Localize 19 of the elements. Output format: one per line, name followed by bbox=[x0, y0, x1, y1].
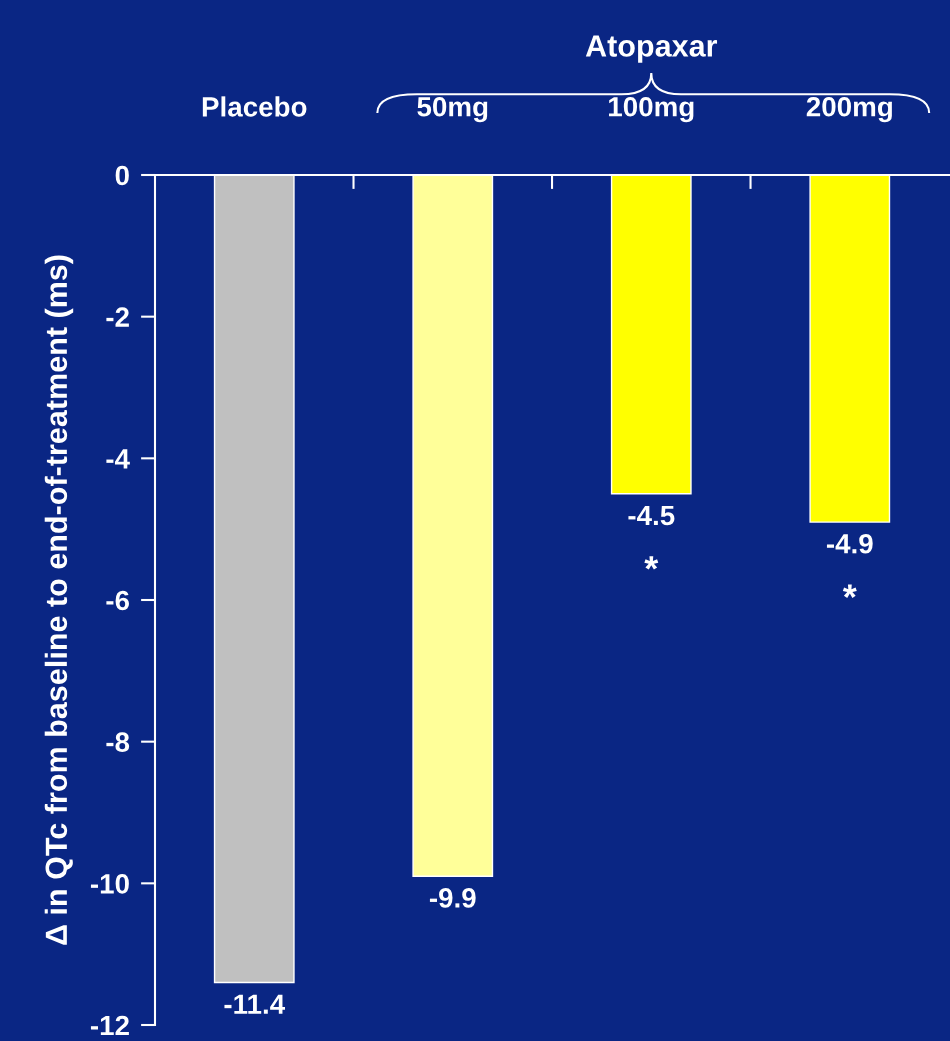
x-tick-label: 100mg bbox=[609, 96, 694, 123]
annotation: * bbox=[842, 584, 857, 598]
data-label: -9.9 bbox=[429, 888, 476, 908]
y-tick-label: -2 bbox=[106, 307, 129, 327]
y-tick-label: -6 bbox=[106, 590, 129, 611]
x-tick-label: 200mg bbox=[806, 96, 892, 123]
y-tick-label: -8 bbox=[106, 732, 130, 753]
data-label: -4.5 bbox=[628, 505, 675, 526]
data-label: -11.4 bbox=[224, 994, 285, 1014]
y-tick-label: -4 bbox=[106, 449, 130, 469]
x-tick-label: Placebo bbox=[202, 96, 307, 117]
y-tick-label: -10 bbox=[90, 874, 129, 894]
y-tick-label: 0 bbox=[115, 165, 129, 186]
annotation: * bbox=[644, 556, 659, 570]
text: Atopaxar bbox=[585, 35, 718, 63]
data-label: -4.9 bbox=[826, 533, 873, 554]
x-tick-label: 50mg bbox=[417, 96, 488, 123]
y-tick-label: -12 bbox=[90, 1015, 129, 1036]
y-axis-title: Δ in QTc from baseline to end-of-treatment (ms) bbox=[44, 255, 74, 945]
